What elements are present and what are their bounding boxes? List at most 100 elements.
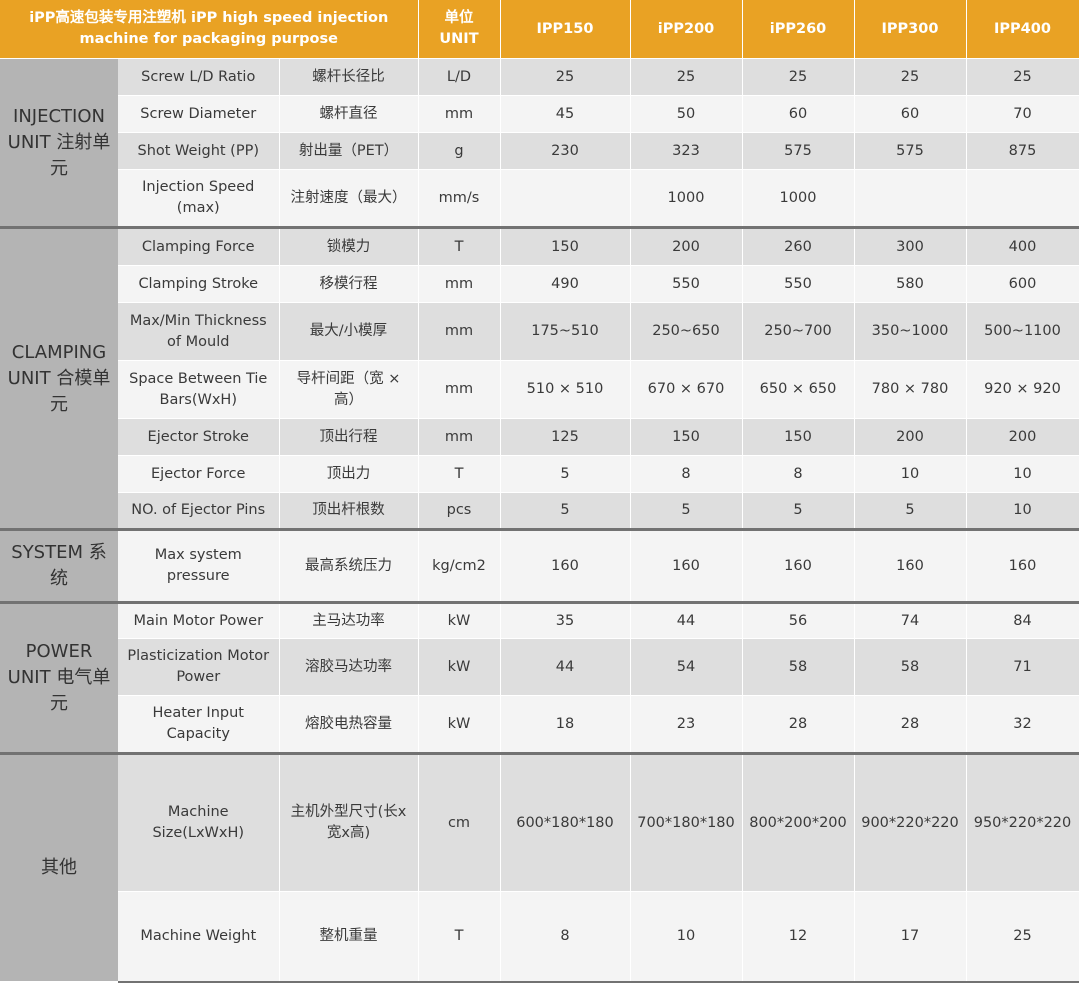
- spec-name-en: Shot Weight (PP): [118, 132, 280, 170]
- section-label: INJECTION UNIT 注射单元: [0, 58, 118, 228]
- spec-name-cn: 整机重量: [279, 891, 419, 983]
- spec-value: 70: [966, 95, 1079, 133]
- table-row: INJECTION UNIT 注射单元 Screw L/D Ratio 螺杆长径比 L…: [0, 58, 1079, 228]
- spec-name-cn: 主机外型尺寸(长x宽x高): [279, 752, 419, 892]
- table-row: 其他 Machine Size(LxWxH) 主机外型尺寸(长x宽x高) cm 600*…: [0, 752, 1079, 982]
- spec-value: 50: [630, 95, 743, 133]
- spec-name-cn: 螺杆长径比: [279, 58, 419, 96]
- spec-value: 150: [500, 226, 631, 266]
- spec-unit: T: [418, 455, 501, 493]
- spec-unit: kg/cm2: [418, 528, 501, 603]
- spec-value: 160: [630, 528, 743, 603]
- spec-value: 250~650: [630, 302, 743, 361]
- spec-name-cn: 射出量（PET）: [279, 132, 419, 170]
- spec-unit: kW: [418, 601, 501, 639]
- spec-name-en: Screw Diameter: [118, 95, 280, 133]
- spec-value: 950*220*220: [966, 752, 1079, 892]
- spec-name-en: Ejector Stroke: [118, 418, 280, 456]
- spec-name-en: NO. of Ejector Pins: [118, 492, 280, 530]
- spec-name-cn: 移模行程: [279, 265, 419, 303]
- model-header: iPP200: [630, 0, 743, 59]
- spec-value: 45: [500, 95, 631, 133]
- spec-value: [966, 169, 1079, 228]
- model-header: IPP400: [966, 0, 1079, 59]
- spec-unit: T: [418, 891, 501, 983]
- spec-unit: L/D: [418, 58, 501, 96]
- spec-name-cn: 螺杆直径: [279, 95, 419, 133]
- table-row: Clamping Stroke 移模行程 mm 490 550 550 580 600: [0, 265, 1079, 303]
- table-row: Heater Input Capacity 熔胶电热容量 kW 18 23 28 28 32: [0, 695, 1079, 754]
- spec-unit: T: [418, 226, 501, 266]
- spec-value: 575: [854, 132, 967, 170]
- model-header: iPP260: [742, 0, 855, 59]
- spec-value: 260: [742, 226, 855, 266]
- spec-unit: kW: [418, 638, 501, 696]
- spec-value: 600*180*180: [500, 752, 631, 892]
- spec-value: 74: [854, 601, 967, 639]
- section-label: 其他: [0, 752, 118, 982]
- spec-value: 5: [630, 492, 743, 530]
- spec-value: 25: [630, 58, 743, 96]
- spec-value: 510 × 510: [500, 360, 631, 419]
- spec-unit: g: [418, 132, 501, 170]
- spec-unit: mm: [418, 302, 501, 361]
- spec-value: 200: [966, 418, 1079, 456]
- spec-value: 23: [630, 695, 743, 754]
- spec-value: 230: [500, 132, 631, 170]
- spec-value: 18: [500, 695, 631, 754]
- spec-name-cn: 最高系统压力: [279, 528, 419, 603]
- spec-name-en: Machine Size(LxWxH): [118, 752, 280, 892]
- spec-value: 5: [500, 455, 631, 493]
- model-header: IPP300: [854, 0, 967, 59]
- spec-value: 12: [742, 891, 855, 983]
- spec-value: 8: [742, 455, 855, 493]
- spec-value: 10: [966, 455, 1079, 493]
- table-row: Shot Weight (PP) 射出量（PET） g 230 323 575 575 875: [0, 132, 1079, 170]
- spec-value: 160: [966, 528, 1079, 603]
- spec-value: 490: [500, 265, 631, 303]
- spec-value: [500, 169, 631, 228]
- spec-name-cn: 顶出力: [279, 455, 419, 493]
- spec-value: 400: [966, 226, 1079, 266]
- table-row: Space Between Tie Bars(WxH) 导杆间距（宽 × 高） mm…: [0, 360, 1079, 419]
- spec-name-cn: 导杆间距（宽 × 高）: [279, 360, 419, 419]
- unit-header: 单位 UNIT: [418, 0, 501, 59]
- spec-value: 60: [742, 95, 855, 133]
- spec-value: 250~700: [742, 302, 855, 361]
- spec-value: 900*220*220: [854, 752, 967, 892]
- table-row: Machine Weight 整机重量 T 8 10 12 17 25: [0, 891, 1079, 983]
- spec-name-cn: 锁模力: [279, 226, 419, 266]
- spec-value: 800*200*200: [742, 752, 855, 892]
- spec-value: 1000: [742, 169, 855, 228]
- spec-value: 150: [630, 418, 743, 456]
- spec-unit: mm: [418, 265, 501, 303]
- spec-value: 160: [854, 528, 967, 603]
- spec-name-en: Clamping Stroke: [118, 265, 280, 303]
- spec-value: 8: [630, 455, 743, 493]
- spec-value: 500~1100: [966, 302, 1079, 361]
- spec-value: 580: [854, 265, 967, 303]
- spec-value: 28: [742, 695, 855, 754]
- spec-name-en: Clamping Force: [118, 226, 280, 266]
- spec-unit: mm: [418, 418, 501, 456]
- spec-value: 10: [630, 891, 743, 983]
- spec-value: 920 × 920: [966, 360, 1079, 419]
- spec-name-en: Max system pressure: [118, 528, 280, 603]
- spec-value: 780 × 780: [854, 360, 967, 419]
- spec-value: 670 × 670: [630, 360, 743, 419]
- spec-value: 300: [854, 226, 967, 266]
- spec-name-cn: 熔胶电热容量: [279, 695, 419, 754]
- spec-value: 175~510: [500, 302, 631, 361]
- spec-value: 25: [854, 58, 967, 96]
- spec-value: 160: [742, 528, 855, 603]
- spec-name-cn: 顶出行程: [279, 418, 419, 456]
- spec-name-en: Plasticization Motor Power: [118, 638, 280, 696]
- spec-value: 10: [854, 455, 967, 493]
- spec-value: 44: [500, 638, 631, 696]
- spec-name-en: Heater Input Capacity: [118, 695, 280, 754]
- table-row: NO. of Ejector Pins 顶出杆根数 pcs 5 5 5 5 10: [0, 492, 1079, 530]
- spec-value: 25: [742, 58, 855, 96]
- spec-value: 56: [742, 601, 855, 639]
- header-row: iPP高速包装专用注塑机 iPP high speed injection ma…: [0, 0, 1079, 59]
- spec-name-en: Injection Speed (max): [118, 169, 280, 228]
